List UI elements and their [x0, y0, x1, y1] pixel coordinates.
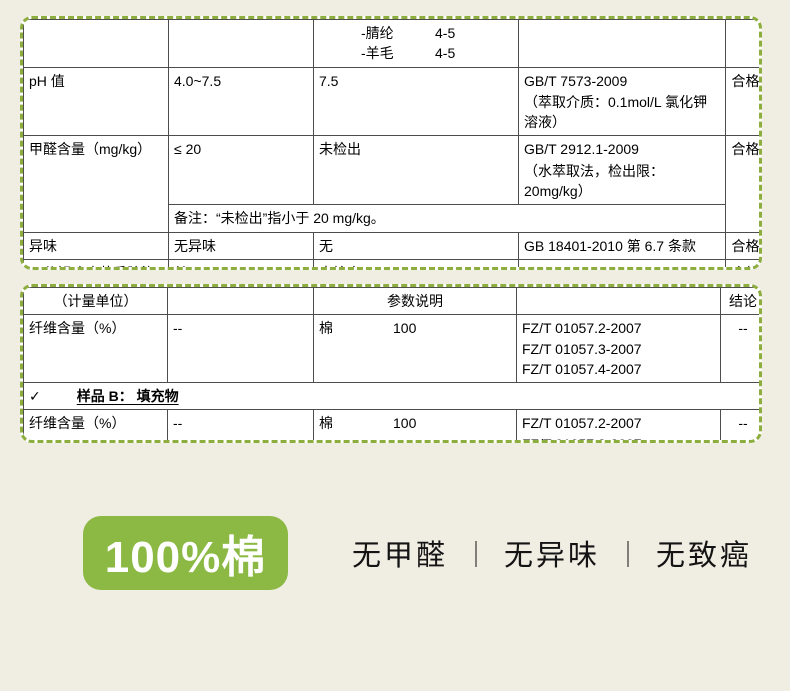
fiber-b-material: 棉 — [319, 415, 333, 432]
fiber-a-material: 棉 — [319, 320, 333, 337]
table-row-odor: 异味 无异味 无 GB 18401-2010 第 6.7 条款 合格 — [23, 231, 759, 260]
fiber-b-standard-1: FZ/T 01057.2-2007 — [522, 415, 642, 432]
amine-standard: GB/T 17592-2011 — [524, 263, 720, 267]
slogan-separator: ｜ — [462, 539, 489, 570]
fiber-a-item: 纤维含量（%） — [23, 314, 168, 384]
ph-item: pH 值 — [23, 66, 169, 137]
amine-standard-cell: GB/T 17592-2011 （使用 GC/MSD 分析方法，检 — [518, 258, 726, 267]
slogan-separator: ｜ — [614, 539, 641, 570]
checkmark-icon: ✓ — [29, 388, 41, 405]
formaldehyde-standard-cell: GB/T 2912.1-2009 （水萃取法，检出限：20mg/kg） — [518, 135, 726, 206]
ph-standard-note: （萃取介质：0.1mol/L 氯化钾溶液） — [524, 93, 708, 131]
slogan-no-formaldehyde: 无甲醛 — [352, 540, 449, 572]
table-row-ph: pH 值 4.0~7.5 7.5 GB/T 7573-2009 （萃取介质：0.… — [23, 66, 759, 137]
ph-result: 7.5 — [313, 66, 519, 137]
cotton-100-badge: 100%棉 — [83, 516, 288, 590]
formaldehyde-result: 未检出 — [313, 135, 519, 206]
fastness-wool-value: 4-5 — [435, 45, 456, 62]
fiber-b-conclusion: -- — [720, 409, 759, 440]
odor-standard: GB 18401-2010 第 6.7 条款 — [518, 231, 726, 260]
cell-empty — [518, 19, 726, 68]
header-param: 参数说明 — [313, 287, 517, 316]
fiber-a-standards-cell: FZ/T 01057.2-2007 FZ/T 01057.3-2007 FZ/T… — [516, 314, 721, 384]
fiber-b-standard-2: FZ/T 01057.3-2007 — [522, 434, 715, 440]
table-row-fiber-sample-a: 纤维含量（%） -- 棉 100 FZ/T 01057.2-2007 FZ/T … — [23, 314, 759, 384]
fiber-a-conclusion: -- — [720, 314, 759, 384]
formaldehyde-limit: ≤ 20 — [168, 135, 314, 206]
odor-result: 无 — [313, 231, 519, 260]
cell-fastness-values: -腈纶 4-5 -羊毛 4-5 — [313, 19, 519, 68]
fiber-a-limit: -- — [167, 314, 314, 384]
fiber-a-value: 100 — [393, 320, 417, 337]
fiber-b-param-cell: 棉 100 — [313, 409, 517, 440]
fiber-a-param-cell: 棉 100 — [313, 314, 517, 384]
remark-note: 备注：“未检出”指小于 20 mg/kg。 — [168, 204, 726, 233]
header-unit: （计量单位） — [23, 287, 168, 316]
cell-empty — [516, 287, 721, 316]
sample-b-heading-cell: ✓ 样品 B： 填充物 — [23, 382, 759, 411]
odor-item: 异味 — [23, 231, 169, 260]
ph-limit: 4.0~7.5 — [168, 66, 314, 137]
fiber-b-limit: -- — [167, 409, 314, 440]
test-report-table-1: -腈纶 4-5 -羊毛 4-5 pH 值 4.0~7.5 7.5 GB/T 75… — [20, 16, 762, 270]
amine-item: 可分解致癌芳香胺染料（mg/kg） — [23, 258, 169, 267]
fiber-b-item: 纤维含量（%） — [23, 409, 168, 440]
cell-empty — [23, 19, 169, 68]
fiber-b-standards-cell: FZ/T 01057.2-2007 FZ/T 01057.3-2007 — [516, 409, 721, 440]
table-row-colorfastness-partial: -腈纶 4-5 -羊毛 4-5 — [23, 19, 759, 68]
table-row-header: （计量单位） 参数说明 结论 — [23, 287, 759, 316]
cell-empty — [725, 19, 759, 68]
ph-standard: GB/T 7573-2009 — [524, 72, 628, 89]
slogan-strip: 无甲醛 ｜ 无异味 ｜ 无致癌 — [352, 530, 752, 576]
amine-result: 未检出 — [313, 258, 519, 267]
formaldehyde-standard: GB/T 2912.1-2009 — [524, 141, 639, 158]
formaldehyde-item: 甲醛含量（mg/kg） — [23, 135, 169, 233]
fiber-a-standard-2: FZ/T 01057.3-2007 — [522, 340, 642, 357]
header-conclusion: 结论 — [720, 287, 759, 316]
odor-limit: 无异味 — [168, 231, 314, 260]
test-report-table-2: （计量单位） 参数说明 结论 纤维含量（%） -- 棉 100 FZ/T 010… — [20, 284, 762, 443]
amine-limit: 禁用(≤ 20) — [168, 258, 314, 267]
sample-b-label: 样品 B： 填充物 — [76, 388, 179, 405]
slogan-no-carcinogen: 无致癌 — [655, 540, 752, 572]
cell-empty — [167, 287, 314, 316]
table-row-remark: 备注：“未检出”指小于 20 mg/kg。 — [24, 204, 760, 233]
formaldehyde-conclusion: 合格 — [725, 135, 759, 233]
table-row-fiber-sample-b: 纤维含量（%） -- 棉 100 FZ/T 01057.2-2007 FZ/T … — [23, 409, 759, 440]
fastness-acrylic-value: 4-5 — [435, 25, 456, 41]
fiber-a-standard-1: FZ/T 01057.2-2007 — [522, 320, 642, 337]
fastness-wool-label: -羊毛 — [361, 45, 394, 62]
table-row-amine: 可分解致癌芳香胺染料（mg/kg） 禁用(≤ 20) 未检出 GB/T 1759… — [23, 258, 759, 267]
ph-standard-cell: GB/T 7573-2009 （萃取介质：0.1mol/L 氯化钾溶液） — [518, 66, 726, 137]
slogan-no-odor: 无异味 — [503, 540, 600, 572]
cell-empty — [168, 19, 314, 68]
formaldehyde-standard-note: （水萃取法，检出限：20mg/kg） — [524, 162, 664, 200]
fiber-b-value: 100 — [393, 415, 417, 432]
fastness-acrylic-label: -腈纶 — [361, 25, 394, 41]
ph-conclusion: 合格 — [725, 66, 759, 137]
fiber-a-standard-3: FZ/T 01057.4-2007 — [522, 360, 642, 377]
table-row-formaldehyde: 甲醛含量（mg/kg） ≤ 20 未检出 GB/T 2912.1-2009 （水… — [23, 135, 759, 233]
quality-test-table: -腈纶 4-5 -羊毛 4-5 pH 值 4.0~7.5 7.5 GB/T 75… — [23, 19, 760, 267]
table-row-sample-b-heading: ✓ 样品 B： 填充物 — [23, 382, 759, 411]
fiber-content-table: （计量单位） 参数说明 结论 纤维含量（%） -- 棉 100 FZ/T 010… — [23, 287, 759, 440]
odor-conclusion: 合格 — [725, 231, 759, 260]
amine-conclusion: 合格 — [725, 258, 759, 267]
